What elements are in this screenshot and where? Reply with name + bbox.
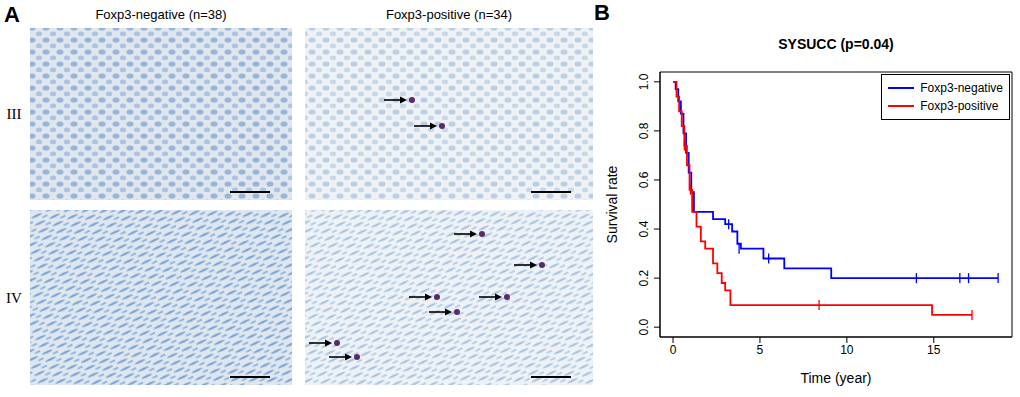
html-text:Foxp3-negative: Foxp3-negative <box>920 81 1003 95</box>
svg-text:0.8: 0.8 <box>637 122 651 139</box>
html-text:Foxp3-positive: Foxp3-positive <box>920 99 999 113</box>
svg-text:1.0: 1.0 <box>637 73 651 90</box>
svg-text:0: 0 <box>670 343 677 357</box>
svg-text:0.0: 0.0 <box>637 319 651 336</box>
svg-text:5: 5 <box>757 343 764 357</box>
svg-text:0.2: 0.2 <box>637 269 651 286</box>
svg-text:Time (year): Time (year) <box>800 370 871 386</box>
svg-text:Foxp3-negative (n=38): Foxp3-negative (n=38) <box>95 7 226 22</box>
svg-text:Foxp3-positive (n=34): Foxp3-positive (n=34) <box>386 7 512 22</box>
svg-text:IV: IV <box>8 290 22 306</box>
svg-text:III: III <box>8 106 22 122</box>
svg-text:10: 10 <box>840 343 854 357</box>
svg-text:0.4: 0.4 <box>637 220 651 237</box>
svg-text:A: A <box>8 2 20 27</box>
svg-text:Survival rate: Survival rate <box>604 165 620 243</box>
html-text:SYSUCC (p=0.04): SYSUCC (p=0.04) <box>778 36 894 52</box>
svg-text:0.6: 0.6 <box>637 171 651 188</box>
svg-text:15: 15 <box>927 343 941 357</box>
html-text:B: B <box>594 0 610 25</box>
